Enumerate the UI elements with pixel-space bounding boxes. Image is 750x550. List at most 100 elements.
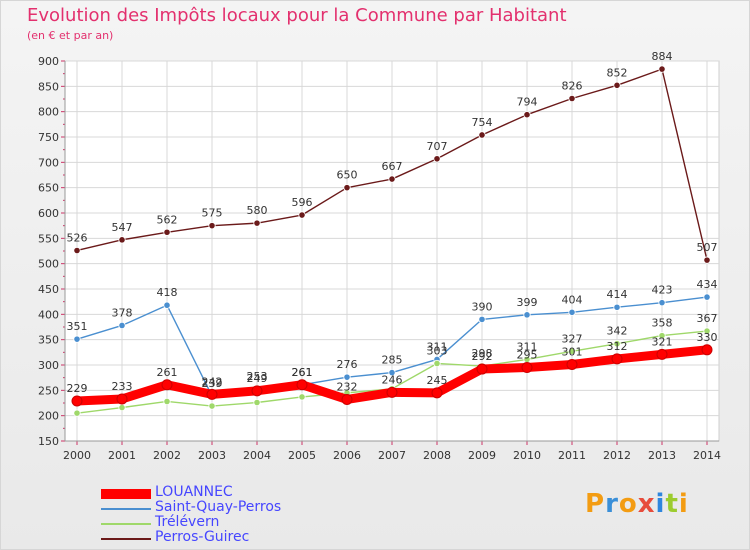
data-point (73, 246, 81, 255)
data-label: 378 (112, 306, 133, 319)
y-tick-label: 850 (38, 80, 59, 93)
data-label: 301 (562, 345, 583, 358)
data-point (73, 335, 81, 343)
y-tick-label: 150 (38, 435, 59, 448)
y-tick-label: 900 (38, 55, 59, 68)
data-label: 249 (247, 372, 268, 385)
logo-letter: P (585, 489, 606, 519)
data-label: 707 (427, 140, 448, 153)
x-tick-label: 2014 (693, 449, 721, 462)
x-tick-label: 2007 (378, 449, 406, 462)
data-point (386, 386, 398, 398)
data-label: 418 (157, 286, 178, 299)
data-point (206, 388, 218, 400)
data-point (118, 236, 126, 244)
x-tick-label: 2001 (108, 449, 136, 462)
data-point (208, 402, 216, 410)
x-tick-label: 2010 (513, 449, 541, 462)
data-label: 367 (697, 312, 718, 325)
y-tick-label: 800 (38, 106, 59, 119)
data-label: 229 (67, 382, 88, 395)
data-point (523, 111, 531, 119)
data-label: 239 (202, 377, 223, 390)
y-tick-label: 550 (38, 232, 59, 245)
data-point (298, 393, 306, 401)
data-label: 826 (562, 79, 583, 92)
data-label: 754 (472, 116, 493, 129)
x-tick-label: 2004 (243, 449, 271, 462)
data-point (118, 403, 126, 412)
x-tick-label: 2012 (603, 449, 631, 462)
data-label: 321 (652, 335, 673, 348)
data-label: 434 (697, 278, 718, 291)
y-tick-label: 400 (38, 308, 59, 321)
data-label: 650 (337, 169, 358, 182)
data-label: 423 (652, 284, 673, 297)
data-point (521, 362, 533, 374)
data-label: 253 (247, 370, 268, 383)
logo-letter: r (605, 489, 619, 519)
data-point (433, 359, 441, 368)
y-tick-label: 600 (38, 207, 59, 220)
data-label: 884 (652, 50, 673, 63)
data-label: 232 (337, 380, 358, 393)
data-label: 507 (697, 241, 718, 254)
data-point (478, 131, 486, 139)
y-tick-label: 350 (38, 334, 59, 347)
y-tick-label: 200 (38, 410, 59, 423)
data-label: 246 (382, 373, 403, 386)
x-tick-label: 2005 (288, 449, 316, 462)
data-label: 242 (202, 375, 223, 388)
data-point (611, 353, 623, 365)
data-point (433, 155, 441, 163)
data-label: 575 (202, 207, 223, 220)
data-label: 261 (292, 366, 313, 379)
data-label: 562 (157, 213, 178, 226)
data-point (73, 409, 81, 417)
data-point (703, 327, 711, 335)
data-label: 351 (67, 320, 88, 333)
data-point (253, 398, 261, 407)
x-tick-label: 2006 (333, 449, 361, 462)
data-label: 414 (607, 288, 628, 301)
logo-letter: t (665, 489, 679, 519)
data-point (116, 393, 128, 405)
legend-swatch (101, 508, 151, 510)
legend-swatch (101, 489, 151, 499)
data-label: 295 (517, 349, 538, 362)
y-tick-label: 450 (38, 283, 59, 296)
data-label: 276 (337, 358, 358, 371)
data-label: 330 (697, 331, 718, 344)
data-point (343, 373, 351, 381)
legend-swatch (101, 523, 151, 525)
data-label: 358 (652, 317, 673, 330)
data-label: 311 (517, 340, 538, 353)
data-label: 547 (112, 221, 133, 234)
data-label: 261 (157, 366, 178, 379)
x-tick-label: 2013 (648, 449, 676, 462)
y-tick-label: 300 (38, 359, 59, 372)
data-label: 404 (562, 293, 583, 306)
data-point (658, 65, 666, 73)
data-label: 342 (607, 325, 628, 338)
data-label: 285 (382, 354, 403, 367)
logo-letter: o (618, 489, 638, 519)
data-point (613, 340, 621, 348)
legend-swatch (101, 538, 151, 540)
logo-letter: i (678, 489, 689, 519)
proxiti-logo: Proxiti (585, 489, 689, 519)
y-tick-label: 750 (38, 131, 59, 144)
data-point (253, 219, 261, 227)
data-point (388, 175, 396, 183)
data-point (568, 308, 576, 316)
legend-label: Perros-Guirec (155, 529, 250, 545)
y-tick-label: 650 (38, 182, 59, 195)
logo-letter: x (637, 489, 656, 519)
y-tick-label: 250 (38, 384, 59, 397)
data-point (613, 81, 621, 89)
legend-label: Trélévern (155, 514, 220, 530)
data-label: 311 (427, 340, 448, 353)
data-point (656, 348, 668, 360)
data-point (431, 387, 443, 399)
